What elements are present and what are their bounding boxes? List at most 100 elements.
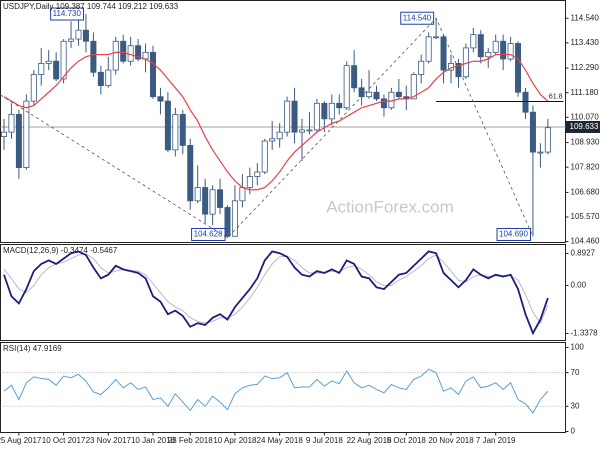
candle-body	[82, 29, 89, 42]
candle-body	[15, 114, 22, 168]
candle-body	[120, 40, 127, 62]
trendline	[0, 17, 534, 239]
x-tick-label: 7 Jan 2019	[476, 436, 516, 445]
x-tick-label: 10 Jan 2018	[131, 436, 176, 445]
candle-body	[284, 100, 291, 133]
y-tick-label: 105.570	[571, 212, 600, 221]
price-title: USDJPY,Daily 109.387 109.744 109.212 109…	[3, 2, 179, 11]
candle-body	[470, 34, 477, 49]
fib-label: 61.8	[549, 93, 563, 100]
candle-body	[254, 171, 261, 177]
candle-body	[209, 189, 216, 215]
candle-body	[425, 36, 432, 62]
rsi-title: RSI(14) 47.9169	[3, 344, 62, 353]
series-line	[3, 253, 549, 325]
y-tick-label: 111.180	[571, 88, 599, 97]
annotation-box	[191, 228, 226, 241]
candle-body	[105, 69, 112, 86]
annotation-label: 114.540	[403, 13, 432, 22]
y-tick-label: 70	[571, 368, 580, 377]
annotation-label: 114.730	[53, 9, 82, 18]
y-tick-label: 113.430	[571, 38, 600, 47]
candle-body	[194, 187, 201, 202]
x-tick-label: 10 Oct 2017	[42, 436, 86, 445]
y-tick-label: 104.460	[571, 237, 600, 246]
candle-body	[537, 151, 544, 154]
x-tick-label: 23 Nov 2017	[86, 436, 132, 445]
candle-body	[522, 91, 529, 113]
annotation-box	[496, 228, 531, 241]
candle-body	[343, 65, 350, 109]
candle-body	[418, 60, 425, 75]
candle-body	[321, 102, 328, 120]
candle-body	[60, 40, 67, 80]
candle-body	[179, 114, 186, 146]
candle-body	[276, 131, 283, 140]
candle-body	[172, 114, 179, 151]
series-line	[3, 250, 549, 336]
annotation-box	[400, 11, 435, 25]
candle-body	[366, 91, 373, 98]
candle-body	[157, 96, 164, 102]
candle-body	[217, 189, 224, 208]
candle-body	[97, 71, 104, 86]
candle-body	[544, 127, 551, 153]
annotation-label: 104.690	[499, 230, 528, 239]
candle-body	[239, 187, 246, 202]
y-tick-label: 0.8927	[571, 249, 596, 258]
series-line	[3, 368, 549, 414]
macd-title: MACD(12,26,9) -0.3474 -0.5467	[3, 246, 118, 255]
candle-body	[68, 38, 75, 42]
x-tick-label: 10 Apr 2018	[213, 436, 257, 445]
candle-body	[231, 200, 238, 237]
candle-body	[298, 129, 305, 133]
candle-body	[410, 74, 417, 100]
y-tick-label: 106.680	[571, 188, 600, 197]
candle-body	[135, 45, 142, 60]
candle-body	[492, 40, 499, 53]
y-tick-label: 110.070	[571, 112, 600, 121]
candle-body	[336, 102, 343, 109]
candle-body	[306, 129, 313, 132]
watermark: ActionForex.com	[326, 197, 454, 216]
candle-body	[358, 87, 365, 98]
candle-body	[224, 207, 231, 237]
candle-body	[8, 114, 15, 133]
candle-body	[149, 51, 156, 98]
x-tick-label: 9 Jul 2018	[306, 436, 343, 445]
candle-body	[90, 40, 97, 73]
y-tick-label: 107.820	[571, 162, 600, 171]
candle-body	[507, 43, 514, 60]
candle-body	[164, 100, 171, 151]
candle-body	[246, 176, 253, 188]
candle-body	[53, 60, 60, 80]
y-tick-label: 30	[571, 401, 580, 410]
candle-body	[380, 98, 387, 109]
y-tick-label: 114.540	[571, 13, 600, 22]
candle-body	[455, 63, 462, 78]
candle-body	[373, 91, 380, 100]
candle-body	[23, 100, 30, 168]
candle-body	[440, 36, 447, 71]
panel-frame	[0, 244, 566, 341]
candle-body	[515, 43, 522, 93]
y-tick-label: 0	[571, 427, 576, 436]
x-tick-label: 25 Aug 2017	[0, 436, 42, 445]
panel-frame	[0, 342, 566, 433]
candle-body	[269, 138, 276, 142]
candle-body	[395, 91, 402, 98]
last-price-box	[565, 120, 600, 133]
x-tick-label: 24 May 2018	[257, 436, 304, 445]
candle-body	[45, 60, 52, 64]
candle-body	[261, 140, 268, 173]
candle-body	[112, 40, 119, 71]
last-price-label: 109.633	[570, 122, 599, 131]
candle-body	[0, 131, 7, 137]
candle-body	[291, 100, 298, 133]
candle-body	[38, 63, 45, 75]
candle-body	[351, 65, 358, 89]
y-tick-label: 108.930	[571, 138, 600, 147]
